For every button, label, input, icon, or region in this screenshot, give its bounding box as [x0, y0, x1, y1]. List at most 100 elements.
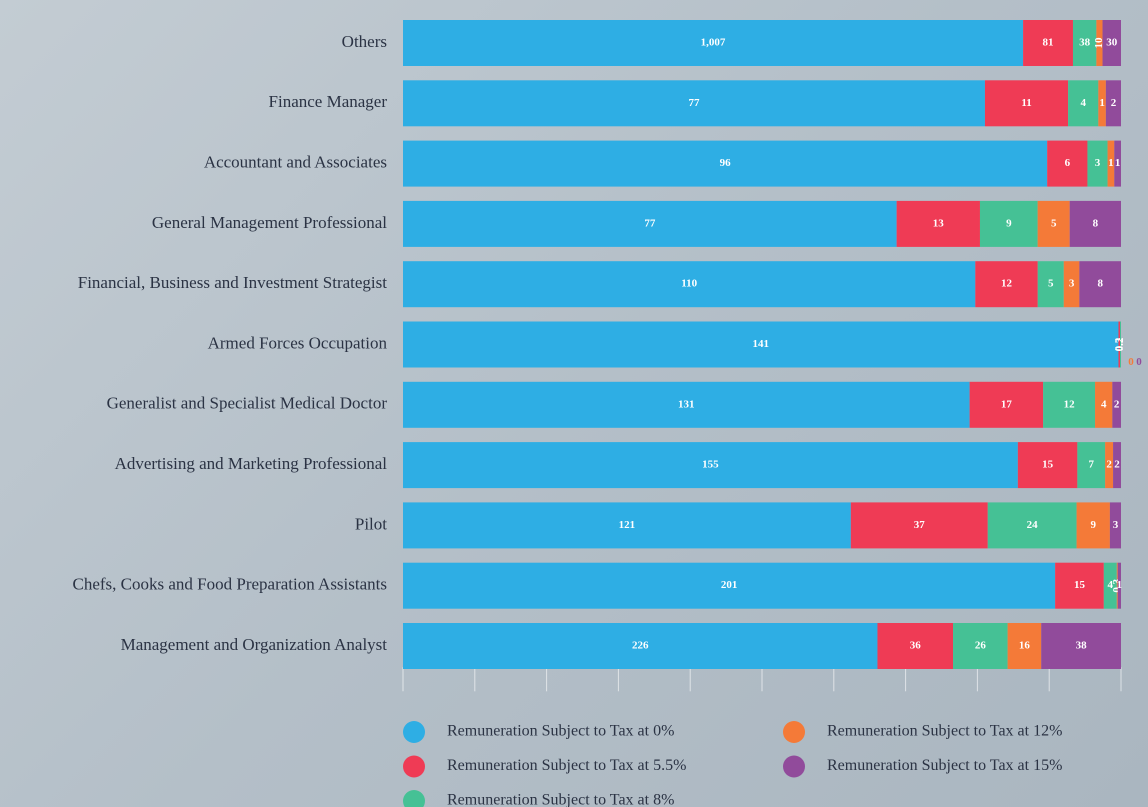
data-label: 15	[1042, 459, 1054, 471]
data-label: 30	[1106, 37, 1118, 49]
bar-segment	[1105, 80, 1121, 127]
category-label: Accountant and Associates	[204, 153, 387, 172]
data-label: 96	[720, 157, 732, 169]
bar-segment	[877, 623, 954, 669]
data-label: 110	[681, 278, 697, 290]
bar-segment	[403, 261, 976, 308]
data-label: 3	[1113, 519, 1119, 531]
bar-segment	[403, 20, 1024, 66]
data-label: 226	[632, 640, 649, 652]
data-label: 12	[1001, 278, 1013, 290]
bar-segment	[953, 623, 1008, 669]
data-label: 121	[619, 519, 636, 531]
bar-segment	[1107, 140, 1115, 187]
data-label: 16	[1019, 640, 1031, 652]
bar-segment	[1102, 20, 1121, 66]
data-label: 38	[1079, 37, 1091, 49]
data-label: 9	[1006, 217, 1012, 229]
bar-segment	[1114, 140, 1121, 187]
data-label: 3	[1069, 278, 1075, 290]
data-label: 0.2	[1114, 337, 1126, 351]
data-label: 8	[1093, 217, 1099, 229]
data-label: 0	[1128, 356, 1134, 368]
data-label: 0.3	[1113, 337, 1125, 351]
data-label: 24	[1027, 519, 1039, 531]
legend-marker	[783, 721, 805, 743]
data-label: 5	[1048, 278, 1054, 290]
category-label: General Management Professional	[152, 213, 387, 232]
data-label: 2	[1106, 459, 1112, 471]
legend-label: Remuneration Subject to Tax at 5.5%	[447, 757, 686, 774]
bar-segment	[1063, 261, 1080, 308]
bar-segment	[403, 442, 1018, 489]
bar-segment	[1113, 442, 1121, 489]
bar-segment	[1103, 562, 1117, 609]
data-label: 0	[1136, 356, 1142, 368]
bar-segment	[975, 261, 1038, 308]
data-label: 8	[1097, 278, 1103, 290]
bar-segment	[403, 321, 1119, 368]
category-label: Management and Organization Analyst	[121, 635, 388, 654]
bar-segment	[1119, 321, 1121, 368]
data-label: 36	[910, 640, 922, 652]
data-label: 4	[1108, 579, 1114, 591]
data-label: 17	[1001, 398, 1013, 410]
bar-segment	[979, 200, 1038, 247]
bar-segment	[1023, 20, 1073, 66]
data-label: 3	[1095, 157, 1101, 169]
category-label: Generalist and Specialist Medical Doctor	[107, 394, 388, 413]
bar-segment	[1041, 623, 1121, 669]
legend-marker	[403, 790, 425, 807]
data-label: 10	[1093, 37, 1105, 49]
data-label: 4	[1101, 398, 1107, 410]
bar-segment	[403, 502, 851, 549]
bar-segment	[1087, 140, 1108, 187]
bar-segment	[1112, 381, 1121, 428]
bar-segment	[1037, 261, 1064, 308]
bar-segment	[1047, 140, 1088, 187]
data-label: 38	[1076, 640, 1088, 652]
data-label: 201	[721, 579, 738, 591]
data-label: 5	[1051, 217, 1057, 229]
bar-segment	[403, 80, 985, 127]
bar-segment	[1055, 562, 1104, 609]
data-label: 11	[1021, 97, 1031, 109]
legend-label: Remuneration Subject to Tax at 15%	[827, 757, 1062, 774]
bar-segment	[896, 200, 980, 247]
bar-segment	[403, 200, 897, 247]
data-label: 131	[678, 398, 695, 410]
data-label: 4	[1080, 97, 1086, 109]
data-label: 141	[752, 338, 769, 350]
category-label: Financial, Business and Investment Strat…	[78, 273, 388, 292]
data-label: 26	[975, 640, 987, 652]
bar-segment	[1118, 321, 1120, 368]
bar-segment	[850, 502, 988, 549]
legend-marker	[403, 755, 425, 778]
bar-segment	[1116, 562, 1118, 609]
bar-segment	[1105, 442, 1114, 489]
data-label: 1	[1117, 579, 1123, 591]
legend-marker	[783, 755, 805, 778]
data-label: 77	[644, 217, 656, 229]
data-label: 6	[1065, 157, 1071, 169]
data-label: 155	[702, 459, 719, 471]
bar-segment	[403, 562, 1056, 609]
category-label: Advertising and Marketing Professional	[115, 454, 388, 473]
category-label: Armed Forces Occupation	[208, 333, 388, 352]
legend-label: Remuneration Subject to Tax at 0%	[447, 723, 674, 740]
data-label: 77	[688, 97, 700, 109]
category-label: Others	[342, 32, 387, 51]
data-label: 37	[914, 519, 926, 531]
bar-segment	[1096, 20, 1103, 66]
data-label: 1	[1108, 157, 1114, 169]
data-label: 12	[1064, 398, 1076, 410]
bar-segment	[1109, 502, 1121, 549]
bar-segment	[984, 80, 1069, 127]
bar-segment	[1095, 381, 1113, 428]
bar-segment	[1098, 80, 1106, 127]
data-label: 1,007	[701, 37, 726, 49]
bar-segment	[403, 623, 878, 669]
category-label: Pilot	[355, 514, 387, 533]
